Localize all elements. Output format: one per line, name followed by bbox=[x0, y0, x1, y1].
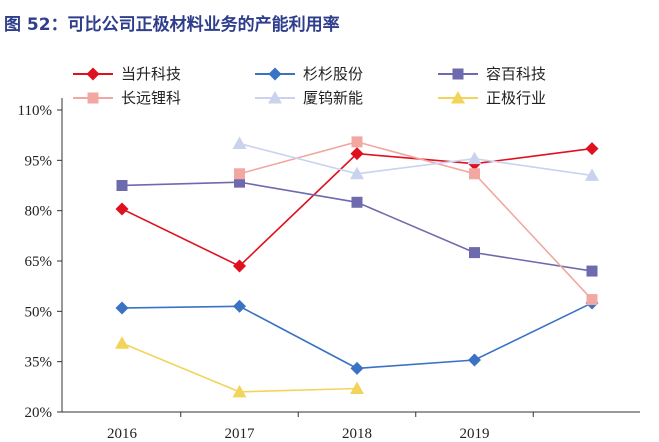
series-5 bbox=[232, 136, 599, 181]
legend-item: 杉杉股份 bbox=[255, 65, 363, 83]
data-point bbox=[234, 168, 245, 180]
y-tick-label: 20% bbox=[25, 405, 53, 421]
y-tick-label: 65% bbox=[25, 254, 53, 270]
series-3 bbox=[116, 176, 598, 277]
legend-label: 厦钨新能 bbox=[303, 89, 363, 107]
data-point bbox=[586, 294, 598, 306]
x-tick-label: 2016 bbox=[107, 426, 138, 442]
x-tick-label: 2017 bbox=[225, 426, 256, 442]
series-4 bbox=[234, 136, 598, 306]
data-point bbox=[586, 265, 598, 277]
data-point bbox=[469, 247, 480, 259]
legend-label: 长远锂科 bbox=[121, 89, 181, 107]
legend-marker bbox=[268, 91, 282, 104]
legend-item: 当升科技 bbox=[73, 65, 181, 83]
data-point bbox=[116, 180, 128, 191]
legend-marker bbox=[452, 68, 464, 80]
data-point bbox=[350, 361, 364, 375]
legend-marker bbox=[87, 92, 99, 104]
series-6 bbox=[115, 336, 364, 398]
legend-label: 杉杉股份 bbox=[303, 65, 363, 83]
data-point bbox=[468, 353, 481, 367]
legend-item: 正极行业 bbox=[438, 89, 546, 107]
legend-marker bbox=[268, 67, 282, 81]
y-tick-label: 35% bbox=[25, 355, 53, 371]
y-tick-label: 110% bbox=[18, 103, 52, 119]
data-point bbox=[585, 142, 599, 156]
legend-label: 容百科技 bbox=[486, 65, 546, 83]
x-tick-label: 2019 bbox=[460, 426, 490, 442]
data-point bbox=[232, 136, 247, 150]
series-2 bbox=[115, 296, 599, 375]
y-tick-label: 80% bbox=[25, 204, 53, 220]
data-point bbox=[233, 259, 246, 273]
y-tick-label: 50% bbox=[25, 304, 53, 320]
legend-marker bbox=[451, 91, 465, 104]
series-line bbox=[121, 181, 593, 272]
legend-item: 容百科技 bbox=[438, 65, 546, 83]
legend-marker bbox=[86, 67, 100, 81]
data-point bbox=[350, 381, 364, 395]
series-line bbox=[239, 141, 593, 301]
data-point bbox=[469, 168, 480, 180]
legend-label: 当升科技 bbox=[121, 65, 181, 83]
data-point bbox=[350, 147, 364, 161]
data-point bbox=[115, 202, 129, 216]
data-point bbox=[351, 136, 363, 148]
axes: 110% 95% 80% 65% 50% 35% 20% 2016 2017 2018 2019 bbox=[18, 98, 640, 442]
plot-area bbox=[115, 136, 599, 398]
data-point bbox=[232, 384, 247, 398]
data-point bbox=[233, 299, 246, 313]
legend-item: 厦钨新能 bbox=[255, 89, 363, 107]
series-line bbox=[239, 142, 593, 177]
legend-item: 长远锂科 bbox=[73, 89, 181, 107]
y-tick-label: 95% bbox=[25, 153, 53, 169]
x-tick-label: 2018 bbox=[342, 426, 372, 442]
data-point bbox=[351, 196, 363, 208]
series-line bbox=[121, 302, 593, 370]
data-point bbox=[350, 166, 364, 180]
chart-title: 图 52：可比公司正极材料业务的产能利用率 bbox=[4, 14, 340, 35]
data-point bbox=[467, 151, 482, 165]
data-point bbox=[234, 176, 245, 188]
data-point bbox=[585, 168, 599, 181]
data-point bbox=[115, 336, 129, 349]
data-point bbox=[115, 301, 129, 315]
legend-label: 正极行业 bbox=[486, 89, 546, 107]
